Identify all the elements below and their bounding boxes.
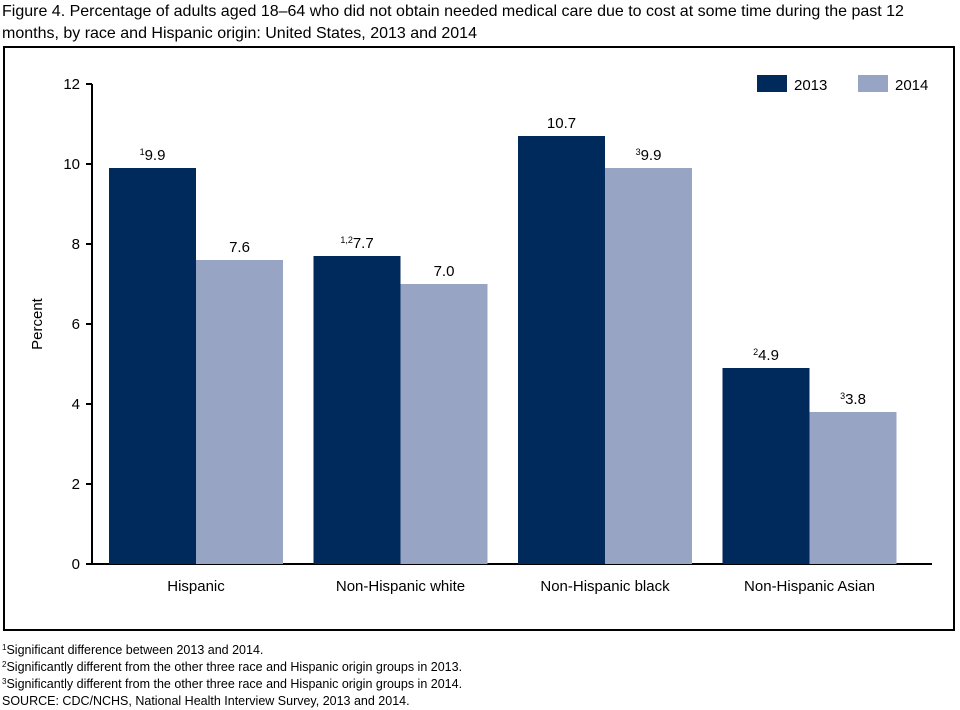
data-label: 39.9 — [636, 147, 662, 164]
bar-2013 — [109, 168, 196, 564]
legend-label: 2014 — [895, 77, 928, 94]
footnote-2: 2Significantly different from the other … — [2, 660, 463, 674]
bar-2014 — [605, 168, 692, 564]
legend-label: 2013 — [794, 77, 827, 94]
footnotes: 1Significant difference between 2013 and… — [2, 642, 462, 710]
bar-2013 — [518, 136, 605, 564]
bar-2013 — [722, 368, 810, 564]
chart-title: Figure 4. Percentage of adults aged 18–6… — [2, 3, 904, 42]
y-tick-label: 2 — [72, 476, 80, 493]
x-tick-label: Non-Hispanic black — [540, 578, 670, 595]
legend-swatch-2014 — [858, 75, 888, 92]
y-tick-label: 6 — [72, 316, 80, 333]
legend-swatch-2013 — [757, 75, 787, 92]
data-label: 19.9 — [140, 147, 166, 164]
bar-2014 — [809, 412, 897, 564]
y-tick-label: 12 — [63, 76, 80, 93]
y-tick-label: 10 — [63, 156, 80, 173]
data-label: 1,27.7 — [340, 235, 373, 252]
y-tick-label: 8 — [72, 236, 80, 253]
x-tick-label: Non-Hispanic white — [336, 578, 465, 595]
data-label: 10.7 — [547, 115, 576, 132]
footnote-3: 3Significantly different from the other … — [2, 677, 463, 691]
bar-2014 — [400, 284, 488, 564]
y-tick-label: 0 — [72, 556, 80, 573]
data-label: 7.6 — [229, 239, 250, 256]
x-tick-label: Non-Hispanic Asian — [744, 578, 875, 595]
bar-2013 — [313, 256, 401, 564]
data-label: 24.9 — [753, 347, 779, 364]
data-label: 7.0 — [434, 263, 455, 280]
data-label: 33.8 — [840, 391, 866, 408]
chart-frame — [3, 46, 955, 631]
bar-2014 — [196, 260, 283, 564]
y-tick-label: 4 — [72, 396, 80, 413]
x-tick-label: Hispanic — [167, 578, 225, 595]
footnote-1: 1Significant difference between 2013 and… — [2, 643, 264, 657]
source-note: SOURCE: CDC/NCHS, National Health Interv… — [2, 694, 410, 708]
y-axis-title: Percent — [29, 297, 46, 350]
